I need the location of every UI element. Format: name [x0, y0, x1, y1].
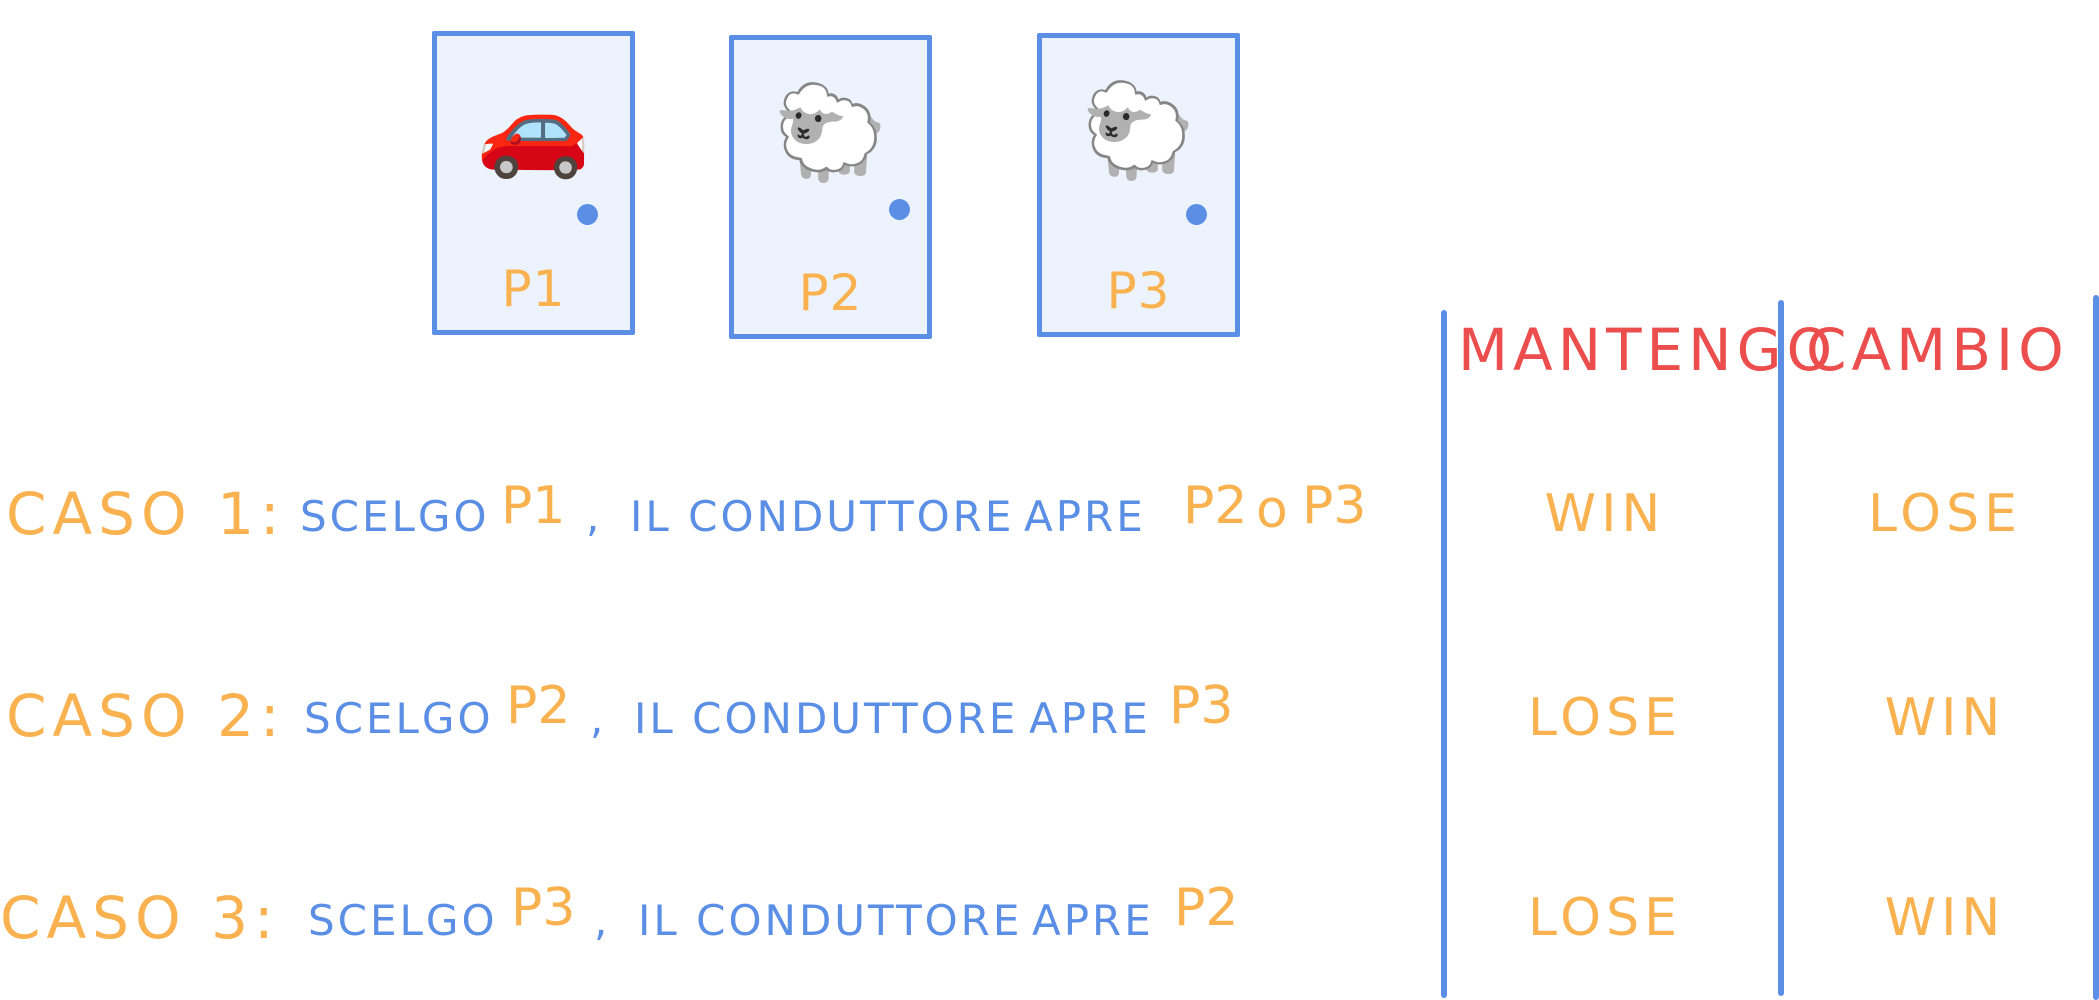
door-p1: 🚗 P1 [432, 31, 635, 335]
comma: , [590, 694, 607, 743]
apre-text: APRE [1029, 694, 1151, 743]
picked-door: P2 [506, 676, 571, 736]
opened-door: P3 [1169, 676, 1234, 736]
result-cambio: LOSE [1868, 484, 2022, 544]
door-p2: 🐑 P2 [729, 35, 932, 339]
header-cambio: CAMBIO [1806, 316, 2069, 384]
case-label: CASO 3: [0, 884, 280, 952]
door-label: P2 [798, 264, 863, 322]
or-text: o [1256, 480, 1288, 540]
table-divider [1441, 310, 1447, 998]
result-cambio: WIN [1884, 688, 2006, 748]
header-mantengo: MANTENGO [1458, 316, 1838, 384]
table-divider [1778, 300, 1784, 996]
conduttore-text: IL CONDUTTORE [634, 694, 1019, 743]
sheep-icon: 🐑 [773, 79, 888, 186]
result-mantengo: WIN [1544, 484, 1666, 544]
door-p3: 🐑 P3 [1037, 33, 1240, 337]
result-mantengo: LOSE [1528, 888, 1682, 948]
conduttore-text: IL CONDUTTORE [638, 896, 1023, 945]
car-icon: 🚗 [476, 75, 591, 182]
table-divider [2093, 295, 2099, 1000]
apre-text: APRE [1032, 896, 1154, 945]
door-knob [577, 204, 598, 225]
comma: , [586, 492, 603, 541]
picked-door: P3 [511, 878, 576, 938]
door-knob [889, 199, 910, 220]
sheep-icon: 🐑 [1081, 77, 1196, 184]
opened-door: P2 [1174, 878, 1239, 938]
scelgo-text: SCELGO [304, 694, 494, 743]
opened-door-alt: P3 [1302, 476, 1367, 536]
door-label: P3 [1106, 262, 1171, 320]
opened-door: P2 [1183, 476, 1248, 536]
picked-door: P1 [501, 476, 566, 536]
door-label: P1 [501, 260, 566, 318]
scelgo-text: SCELGO [300, 492, 490, 541]
case-label: CASO 2: [6, 682, 286, 750]
conduttore-text: IL CONDUTTORE [630, 492, 1015, 541]
apre-text: APRE [1024, 492, 1146, 541]
case-label: CASO 1: [6, 480, 286, 548]
result-cambio: WIN [1884, 888, 2006, 948]
scelgo-text: SCELGO [308, 896, 498, 945]
comma: , [594, 896, 611, 945]
result-mantengo: LOSE [1528, 688, 1682, 748]
door-knob [1186, 204, 1207, 225]
